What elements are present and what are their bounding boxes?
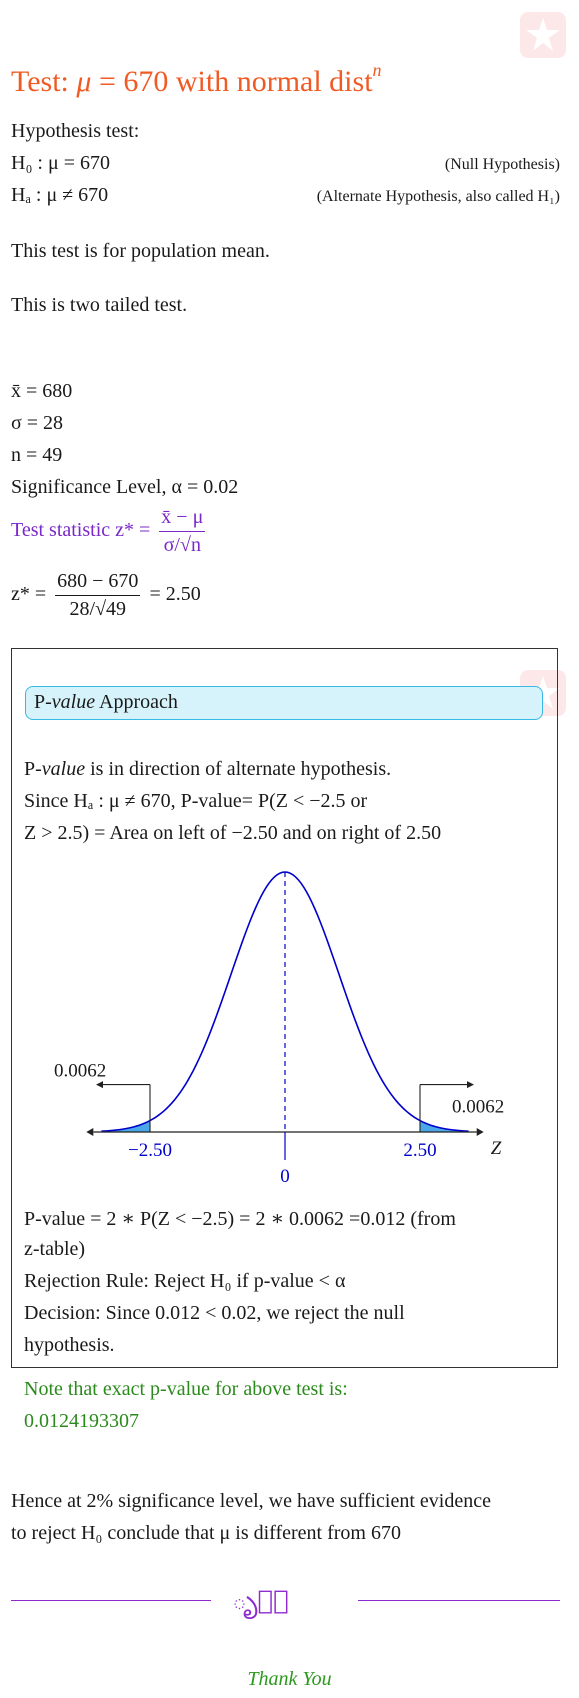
sample-size: n = 49 xyxy=(11,444,63,466)
test-statistic-formula: Test statistic z* = x̄ − μ σ/√n xyxy=(11,506,206,556)
approach-line-2: Since Hₐ : μ ≠ 670, P-value= P(Z < −2.5 … xyxy=(24,790,368,812)
watermark-logo-icon xyxy=(520,12,566,58)
right-critical-value-label: 2.50 xyxy=(403,1140,436,1161)
p-value-line-1: P-value = 2 ∗ P(Z < −2.5) = 2 ∗ 0.0062 =… xyxy=(24,1208,456,1230)
conclusion-line-1: Hence at 2% significance level, we have … xyxy=(11,1490,491,1512)
alternate-hypothesis: Hₐ : μ ≠ 670 xyxy=(11,184,109,206)
test-type-text: This test is for population mean. xyxy=(11,240,270,262)
right-tail-shade xyxy=(420,1120,469,1132)
hypothesis-heading: Hypothesis test: xyxy=(11,120,140,142)
normal-distribution-chart: 0.0062 0.0062 −2.50 2.50 0 Z xyxy=(54,871,504,1187)
z-axis-left-arrow xyxy=(86,1128,94,1136)
left-tail-arrowhead xyxy=(96,1081,103,1089)
right-tail-area-label: 0.0062 xyxy=(452,1097,504,1118)
alternate-hypothesis-note: (Alternate Hypothesis, also called H₁) xyxy=(316,188,560,205)
ornament-icon: ృ✱ృ xyxy=(232,1586,289,1616)
p-value-line-2: z-table) xyxy=(24,1238,86,1260)
significance-level: Significance Level, α = 0.02 xyxy=(11,476,239,498)
null-hypothesis: H₀ : μ = 670 xyxy=(11,152,110,174)
null-hypothesis-note: (Null Hypothesis) xyxy=(444,156,560,173)
decision-line-2: hypothesis. xyxy=(24,1334,115,1356)
decision-line-1: Decision: Since 0.012 < 0.02, we reject … xyxy=(24,1302,405,1324)
exact-p-value-note: Note that exact p-value for above test i… xyxy=(24,1378,348,1400)
right-tail-arrowhead xyxy=(467,1081,474,1089)
tail-type-text: This is two tailed test. xyxy=(11,294,188,316)
sample-mean: x̄ = 680 xyxy=(11,380,73,402)
z-calculation: z* = 680 − 670 28/√49 = 2.50 xyxy=(11,570,201,620)
divider-left xyxy=(11,1600,211,1601)
z-axis-right-arrow xyxy=(476,1128,484,1136)
exact-p-value: 0.0124193307 xyxy=(24,1410,139,1432)
x-axis-label: Z xyxy=(491,1138,502,1159)
rejection-rule: Rejection Rule: Reject H₀ if p-value < α xyxy=(24,1270,346,1292)
p-value-approach-box xyxy=(11,648,558,1368)
left-critical-value-label: −2.50 xyxy=(128,1140,172,1161)
conclusion-line-2: to reject H₀ conclude that μ is differen… xyxy=(11,1522,401,1544)
population-sd: σ = 28 xyxy=(11,412,64,434)
left-tail-area-label: 0.0062 xyxy=(54,1061,106,1082)
approach-heading: P-value Approach xyxy=(25,686,543,720)
page-title: Test: μ = 670 with normal distn xyxy=(11,60,382,98)
approach-line-1: P-value is in direction of alternate hyp… xyxy=(24,758,392,780)
thank-you-text: Thank You xyxy=(247,1668,332,1690)
center-label: 0 xyxy=(280,1166,290,1187)
left-tail-shade xyxy=(101,1120,150,1132)
approach-line-3: Z > 2.5) = Area on left of −2.50 and on … xyxy=(24,822,442,844)
divider-right xyxy=(358,1600,560,1601)
